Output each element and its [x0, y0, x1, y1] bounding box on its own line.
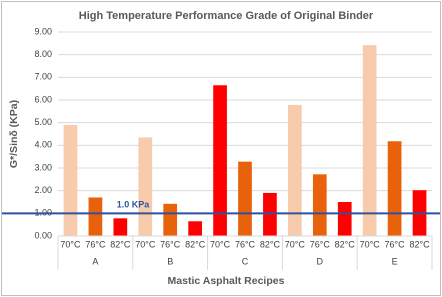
y-tick-label: 2.00 — [34, 185, 52, 195]
bar — [88, 197, 103, 236]
y-tick-label: 0.00 — [34, 230, 52, 240]
bar — [188, 221, 202, 236]
y-tick-label: 9.00 — [34, 26, 52, 36]
bar — [163, 203, 178, 236]
bar — [263, 192, 277, 236]
x-tick-label: 82°C — [110, 239, 131, 249]
y-axis-title: G*/Sinδ (KPa) — [8, 100, 20, 168]
x-tick-label: 70°C — [210, 239, 231, 249]
group-label: B — [167, 256, 173, 266]
reference-label: 1.0 KPa — [117, 200, 151, 210]
y-tick-label: 3.00 — [34, 162, 52, 172]
chart-title: High Temperature Performance Grade of Or… — [79, 10, 374, 22]
bar — [288, 104, 302, 236]
x-tick-label: 82°C — [185, 239, 206, 249]
x-tick-label: 76°C — [310, 239, 331, 249]
x-axis-title: Mastic Asphalt Recipes — [168, 275, 285, 287]
bar — [387, 141, 402, 236]
y-tick-label: 6.00 — [34, 94, 52, 104]
bar — [213, 85, 227, 237]
x-tick-label: 76°C — [85, 239, 106, 249]
x-tick-label: 82°C — [335, 239, 356, 249]
x-tick-label: 82°C — [409, 239, 430, 249]
bar — [138, 137, 153, 236]
bar — [312, 174, 327, 236]
y-tick-label: 7.00 — [34, 72, 52, 82]
bar — [113, 218, 128, 236]
bar — [63, 124, 78, 236]
group-label: D — [317, 256, 324, 266]
bar — [337, 202, 352, 236]
y-tick-label: 5.00 — [34, 117, 52, 127]
x-tick-label: 76°C — [160, 239, 181, 249]
x-tick-label: 70°C — [360, 239, 381, 249]
y-tick-label: 8.00 — [34, 49, 52, 59]
x-tick-label: 76°C — [385, 239, 406, 249]
bar — [238, 161, 252, 236]
bar — [362, 45, 377, 236]
x-tick-label: 70°C — [285, 239, 306, 249]
x-tick-label: 70°C — [135, 239, 156, 249]
x-tick-label: 82°C — [260, 239, 281, 249]
group-label: A — [92, 256, 98, 266]
group-label: C — [242, 256, 249, 266]
x-tick-label: 76°C — [235, 239, 256, 249]
x-tick-label: 70°C — [60, 239, 81, 249]
y-tick-label: 4.00 — [34, 140, 52, 150]
group-label: E — [392, 256, 398, 266]
